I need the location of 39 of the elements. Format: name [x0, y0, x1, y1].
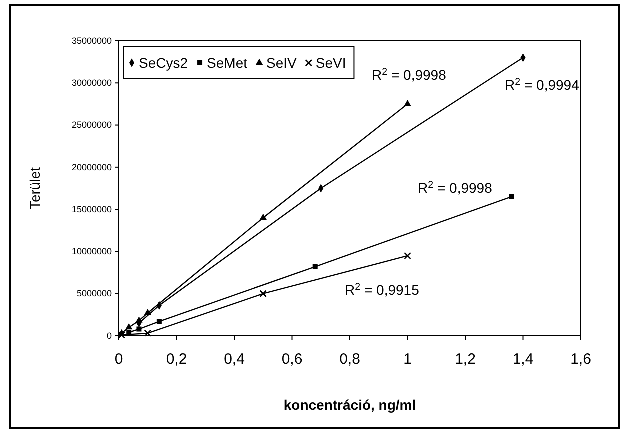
point: [509, 194, 514, 200]
x-tick-label: 0,8: [340, 351, 360, 368]
y-tick-label: 35000000: [72, 36, 112, 46]
legend-label: SeVI: [316, 54, 346, 71]
x-tick-label: 1,6: [570, 351, 592, 368]
x-tick-label: 0,4: [224, 351, 245, 368]
y-tick-label: 10000000: [72, 246, 112, 257]
x-tick-label: 1,2: [455, 351, 476, 368]
point: [156, 319, 162, 324]
y-tick-label: 30000000: [72, 78, 112, 88]
y-tick-label: 0: [106, 330, 112, 341]
y-tick-label: 25000000: [72, 120, 112, 130]
y-tick-label: 5000000: [76, 288, 112, 299]
point: [404, 252, 412, 260]
x-tick-label: 1: [404, 351, 412, 368]
point: [144, 330, 152, 338]
point: [126, 323, 133, 330]
point: [312, 264, 318, 270]
y-tick-label: 20000000: [72, 162, 112, 172]
x-axis-title: koncentráció, ng/ml: [284, 397, 416, 413]
annotation: R$^{2}$ = 0,9915: [345, 281, 420, 298]
point: [136, 316, 143, 323]
point: [144, 309, 152, 316]
point: [260, 214, 267, 220]
y-axis-title: Terület: [27, 167, 43, 210]
annotation: R$^{2}$ = 0,9994: [505, 76, 580, 93]
annotation: R$^{2}$ = 0,9998: [418, 179, 493, 196]
legend-label: SeMet: [207, 54, 248, 71]
legend-label: SeCys2: [139, 54, 188, 71]
x-tick-label: 0: [114, 351, 124, 368]
x-tick-label: 0,2: [166, 351, 188, 368]
x-tick-label: 1,4: [512, 351, 534, 368]
x-tick-label: 0,6: [282, 351, 303, 368]
y-tick-label: 15000000: [72, 204, 112, 214]
annotation: R$^{2}$ = 0,9998: [372, 66, 447, 83]
point: [136, 326, 142, 332]
point: [404, 100, 412, 106]
point: [260, 290, 268, 298]
legend-label: SeIV: [266, 54, 298, 71]
